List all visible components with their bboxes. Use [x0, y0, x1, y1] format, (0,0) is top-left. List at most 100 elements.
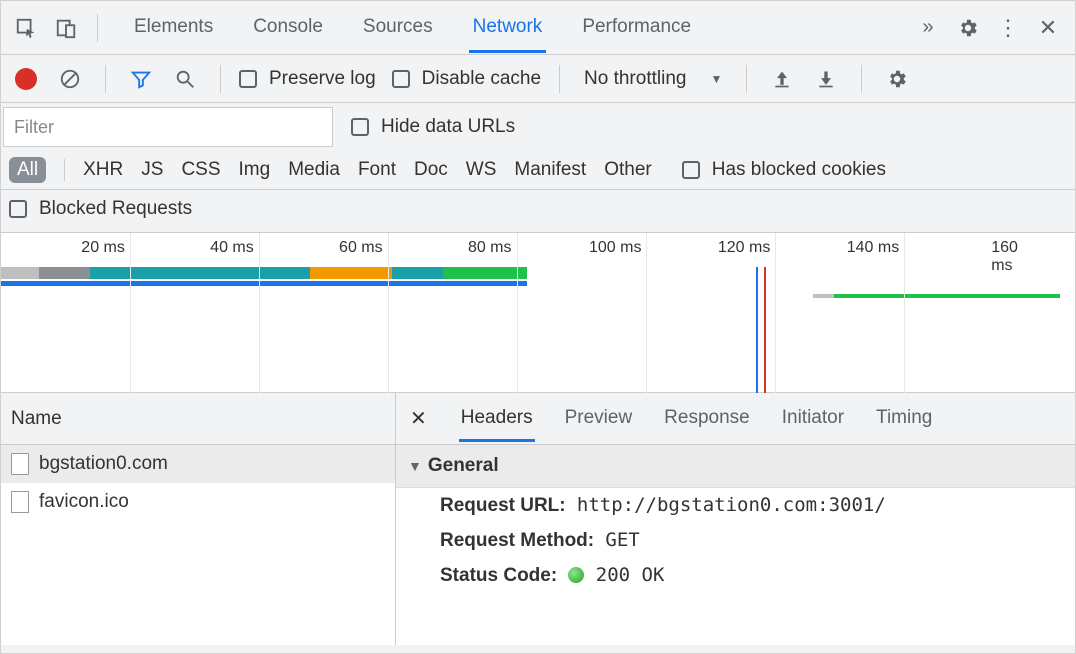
divider — [105, 65, 106, 93]
chevron-down-icon: ▼ — [710, 72, 722, 86]
settings-gear-icon[interactable] — [951, 11, 985, 45]
device-toggle-icon[interactable] — [49, 11, 83, 45]
status-code-value: 200 OK — [596, 564, 665, 586]
type-all[interactable]: All — [9, 157, 46, 183]
type-filter-row: All XHR JS CSS Img Media Font Doc WS Man… — [1, 151, 1075, 190]
request-details: ✕ Headers Preview Response Initiator Tim… — [396, 393, 1075, 645]
blocked-requests-row: Blocked Requests — [1, 190, 1075, 233]
clear-button[interactable] — [53, 62, 87, 96]
waterfall-row-2 — [1, 291, 1075, 311]
general-section-header[interactable]: ▼ General — [396, 445, 1075, 488]
type-css[interactable]: CSS — [181, 159, 220, 181]
divider — [746, 65, 747, 93]
request-name: favicon.ico — [39, 491, 129, 513]
disclosure-triangle-icon: ▼ — [408, 458, 422, 474]
details-tab-initiator[interactable]: Initiator — [780, 395, 846, 442]
type-js[interactable]: JS — [141, 159, 163, 181]
tab-elements[interactable]: Elements — [130, 2, 217, 53]
status-code-row: Status Code: 200 OK — [396, 558, 1075, 593]
details-tab-headers[interactable]: Headers — [459, 395, 535, 442]
tab-network[interactable]: Network — [469, 2, 547, 53]
request-list-header[interactable]: Name — [1, 393, 395, 445]
type-manifest[interactable]: Manifest — [514, 159, 586, 181]
type-img[interactable]: Img — [239, 159, 271, 181]
request-row-1[interactable]: favicon.ico — [1, 483, 395, 521]
hide-data-urls-checkbox[interactable]: Hide data URLs — [351, 116, 515, 138]
timeline-ticks: 20 ms40 ms60 ms80 ms100 ms120 ms140 ms16… — [1, 233, 1075, 267]
divider — [861, 65, 862, 93]
document-icon — [11, 453, 29, 475]
request-row-0[interactable]: bgstation0.com — [1, 445, 395, 483]
devtools-top-bar: Elements Console Sources Network Perform… — [1, 1, 1075, 55]
waterfall-segment — [813, 294, 834, 298]
divider — [559, 65, 560, 93]
details-tab-preview[interactable]: Preview — [563, 395, 635, 442]
hide-data-urls-label: Hide data URLs — [381, 116, 515, 138]
waterfall-segment — [392, 267, 444, 279]
details-tab-timing[interactable]: Timing — [874, 395, 934, 442]
divider — [220, 65, 221, 93]
waterfall-segment — [834, 294, 1060, 298]
tab-sources[interactable]: Sources — [359, 2, 437, 53]
waterfall-row-1 — [1, 267, 1075, 287]
gridline — [130, 233, 131, 393]
close-details-icon[interactable]: ✕ — [410, 406, 427, 431]
waterfall-segment — [1, 267, 39, 279]
blocked-requests-checkbox[interactable]: Blocked Requests — [9, 198, 192, 220]
type-media[interactable]: Media — [288, 159, 340, 181]
timeline-tick: 20 ms — [81, 239, 130, 257]
type-other[interactable]: Other — [604, 159, 652, 181]
type-font[interactable]: Font — [358, 159, 396, 181]
timeline-marker — [764, 267, 766, 393]
preserve-log-checkbox[interactable]: Preserve log — [239, 68, 376, 90]
filter-icon[interactable] — [124, 62, 158, 96]
inspect-icon[interactable] — [9, 11, 43, 45]
type-xhr[interactable]: XHR — [83, 159, 123, 181]
timeline-overview[interactable]: 20 ms40 ms60 ms80 ms100 ms120 ms140 ms16… — [1, 233, 1075, 393]
status-dot-icon — [568, 567, 584, 583]
request-method-row: Request Method: GET — [396, 523, 1075, 558]
network-settings-gear-icon[interactable] — [880, 62, 914, 96]
import-har-icon[interactable] — [765, 62, 799, 96]
waterfall-segment — [443, 267, 527, 279]
details-tab-response[interactable]: Response — [662, 395, 752, 442]
timeline-marker — [756, 267, 758, 393]
gridline — [259, 233, 260, 393]
gridline — [904, 233, 905, 393]
waterfall-segment — [39, 267, 91, 279]
export-har-icon[interactable] — [809, 62, 843, 96]
timeline-tick: 100 ms — [589, 239, 646, 257]
filter-input[interactable]: Filter — [3, 107, 333, 147]
divider — [97, 14, 98, 42]
type-doc[interactable]: Doc — [414, 159, 448, 181]
record-button[interactable] — [9, 62, 43, 96]
status-code-label: Status Code: — [440, 565, 557, 586]
search-icon[interactable] — [168, 62, 202, 96]
kebab-menu-icon[interactable]: ⋮ — [991, 11, 1025, 45]
type-ws[interactable]: WS — [466, 159, 497, 181]
request-list: Name bgstation0.com favicon.ico — [1, 393, 396, 645]
request-url-value: http://bgstation0.com:3001/ — [577, 494, 886, 516]
gridline — [388, 233, 389, 393]
gridline — [646, 233, 647, 393]
throttling-select[interactable]: No throttling ▼ — [578, 68, 728, 90]
panel-tabs: Elements Console Sources Network Perform… — [130, 2, 695, 53]
request-method-label: Request Method: — [440, 530, 594, 551]
waterfall-underbar — [1, 281, 527, 286]
request-name: bgstation0.com — [39, 453, 168, 475]
tab-performance[interactable]: Performance — [578, 2, 695, 53]
bottom-split: Name bgstation0.com favicon.ico ✕ Header… — [1, 393, 1075, 645]
has-blocked-cookies-checkbox[interactable]: Has blocked cookies — [682, 159, 886, 181]
network-toolbar: Preserve log Disable cache No throttling… — [1, 55, 1075, 103]
filter-placeholder: Filter — [14, 117, 54, 138]
details-tabs: ✕ Headers Preview Response Initiator Tim… — [396, 393, 1075, 445]
more-tabs-icon[interactable]: » — [911, 11, 945, 45]
disable-cache-label: Disable cache — [422, 68, 541, 90]
timeline-tick: 40 ms — [210, 239, 259, 257]
has-blocked-cookies-label: Has blocked cookies — [712, 159, 886, 181]
close-devtools-icon[interactable]: ✕ — [1031, 11, 1065, 45]
timeline-tick: 120 ms — [718, 239, 775, 257]
disable-cache-checkbox[interactable]: Disable cache — [392, 68, 541, 90]
tab-console[interactable]: Console — [249, 2, 327, 53]
request-url-row: Request URL: http://bgstation0.com:3001/ — [396, 488, 1075, 523]
